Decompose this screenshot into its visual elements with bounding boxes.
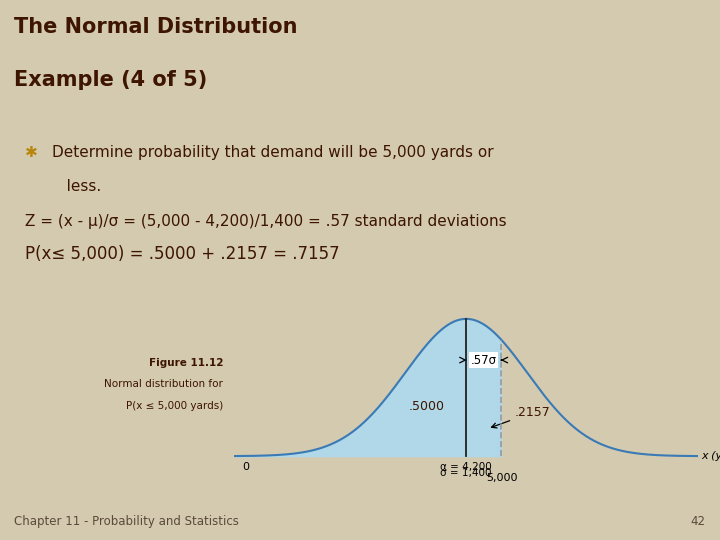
Text: x (yards): x (yards) (702, 451, 720, 461)
Text: Example (4 of 5): Example (4 of 5) (14, 70, 207, 90)
Text: .57σ: .57σ (471, 354, 497, 367)
Text: .2157: .2157 (492, 406, 551, 428)
Text: α = 4,200: α = 4,200 (441, 462, 492, 472)
Text: P(x ≤ 5,000 yards): P(x ≤ 5,000 yards) (126, 401, 223, 411)
Text: 42: 42 (690, 515, 706, 528)
Text: σ = 1,400: σ = 1,400 (441, 468, 492, 478)
Text: Z = (x - μ)/σ = (5,000 - 4,200)/1,400 = .57 standard deviations: Z = (x - μ)/σ = (5,000 - 4,200)/1,400 = … (24, 214, 506, 230)
Text: P(x≤ 5,000) = .5000 + .2157 = .7157: P(x≤ 5,000) = .5000 + .2157 = .7157 (24, 245, 339, 263)
Text: The Normal Distribution: The Normal Distribution (14, 17, 298, 37)
Text: less.: less. (53, 179, 102, 194)
Text: Normal distribution for: Normal distribution for (104, 380, 223, 389)
Text: Figure 11.12: Figure 11.12 (149, 358, 223, 368)
Text: Chapter 11 - Probability and Statistics: Chapter 11 - Probability and Statistics (14, 515, 239, 528)
Text: Determine probability that demand will be 5,000 yards or: Determine probability that demand will b… (53, 145, 494, 159)
Text: 5,000: 5,000 (487, 472, 518, 483)
Text: .5000: .5000 (408, 400, 444, 413)
Text: 0: 0 (243, 462, 250, 472)
Text: ✱: ✱ (24, 145, 37, 159)
